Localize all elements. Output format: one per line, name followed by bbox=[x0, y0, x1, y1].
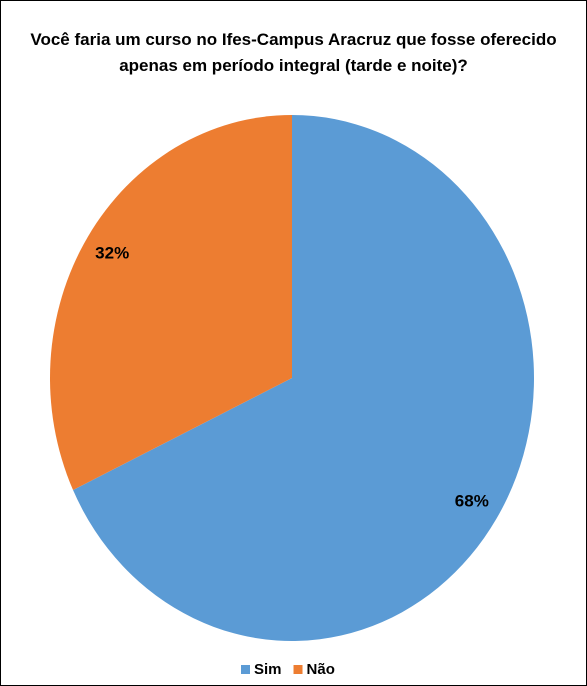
data-label: 32% bbox=[95, 243, 129, 262]
legend-label: Não bbox=[307, 661, 335, 678]
legend-swatch bbox=[241, 665, 250, 674]
pie-slice bbox=[73, 115, 534, 641]
legend-swatch bbox=[293, 665, 303, 674]
pie-slice bbox=[49, 115, 293, 490]
data-label: 68% bbox=[455, 491, 489, 510]
legend-label: Sim bbox=[254, 661, 282, 678]
chart-title: Você faria um curso no Ifes-Campus Aracr… bbox=[30, 30, 557, 75]
